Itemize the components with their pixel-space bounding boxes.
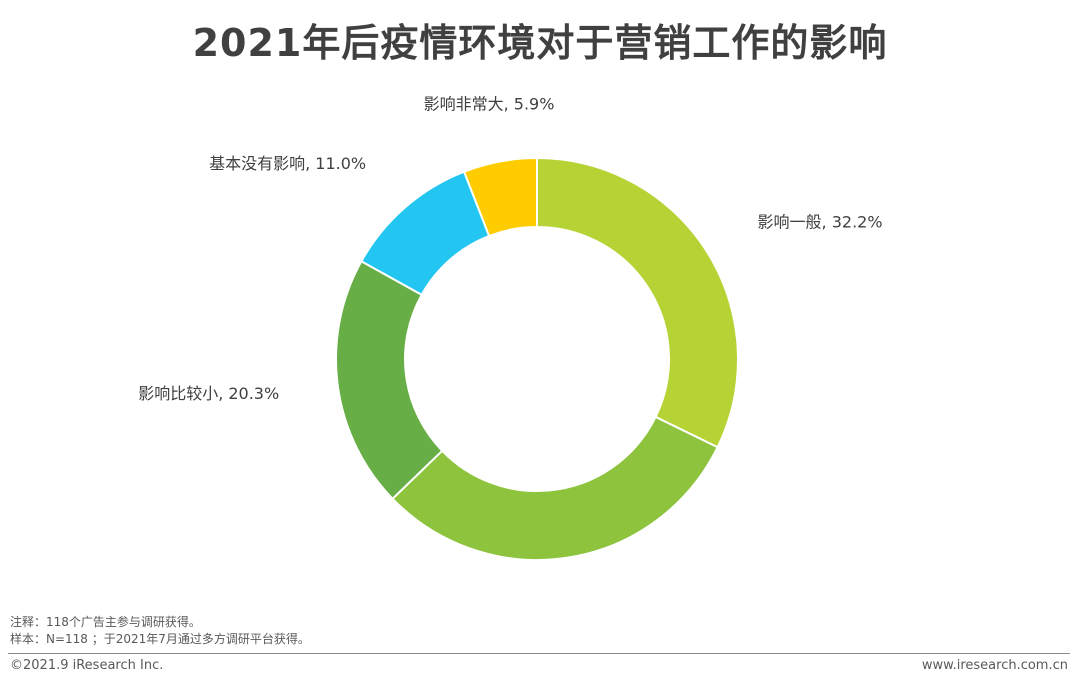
chart-title: 2021年后疫情环境对于营销工作的影响 bbox=[192, 21, 888, 65]
slice-labels: 影响一般, 32.2%影响比较大, 30.5%影响比较小, 20.3%基本没有影… bbox=[138, 94, 883, 403]
website-link[interactable]: www.iresearch.com.cn bbox=[921, 658, 1068, 673]
note-line: 注释：118个广告主参与调研获得。 bbox=[10, 615, 201, 629]
slice-label-0: 影响一般, 32.2% bbox=[758, 212, 883, 231]
footer-divider bbox=[8, 653, 1070, 654]
donut-slice-1 bbox=[391, 415, 719, 561]
donut-slice-0 bbox=[536, 156, 739, 449]
donut-slice-2 bbox=[335, 259, 444, 501]
donut-slices bbox=[335, 156, 739, 561]
slice-label-2: 影响比较小, 20.3% bbox=[138, 384, 279, 403]
slice-label-3: 基本没有影响, 11.0% bbox=[209, 154, 366, 173]
copyright-text: ©2021.9 iResearch Inc. bbox=[10, 658, 164, 673]
donut-slice-4 bbox=[462, 156, 538, 238]
sample-line: 样本：N=118 ；于2021年7月通过多方调研平台获得。 bbox=[10, 632, 310, 646]
donut-chart: 影响一般, 32.2%影响比较大, 30.5%影响比较小, 20.3%基本没有影… bbox=[138, 94, 883, 561]
chart-notes: 注释：118个广告主参与调研获得。 样本：N=118 ；于2021年7月通过多方… bbox=[10, 614, 310, 648]
slice-label-4: 影响非常大, 5.9% bbox=[424, 94, 555, 113]
